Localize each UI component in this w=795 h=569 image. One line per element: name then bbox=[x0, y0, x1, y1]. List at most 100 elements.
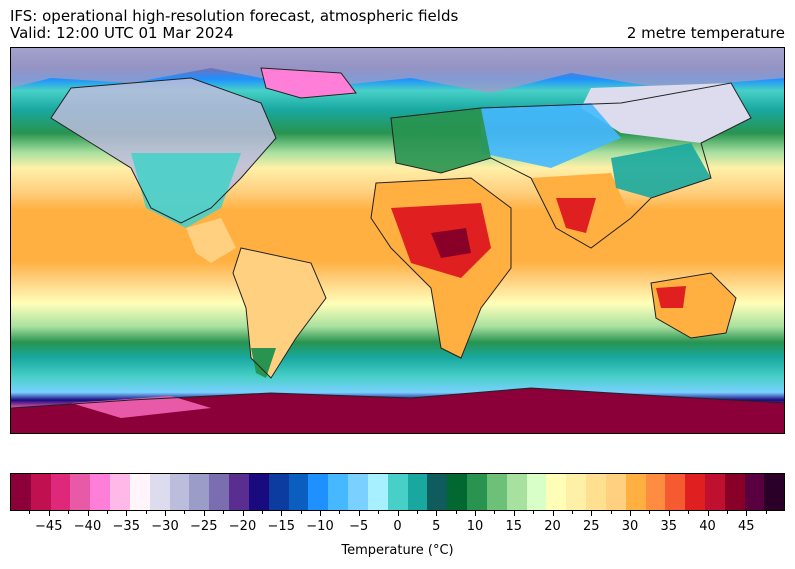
patagonia bbox=[251, 348, 276, 378]
tick-label: 45 bbox=[737, 519, 755, 534]
minor-tick bbox=[261, 511, 263, 514]
tick-label: −5 bbox=[349, 519, 369, 534]
minor-tick bbox=[649, 511, 651, 514]
minor-tick bbox=[184, 511, 186, 514]
temperature-map bbox=[10, 47, 785, 434]
minor-tick bbox=[494, 511, 496, 514]
colorbar-swatch bbox=[467, 474, 487, 510]
north-america-mid bbox=[131, 153, 241, 228]
major-tick bbox=[281, 511, 283, 516]
colorbar-ticks: −45 −40 −35 −30 −25 −20 −15 −10 −5 0 5 10 15 20 25 30 35… bbox=[10, 511, 785, 541]
major-tick bbox=[513, 511, 515, 516]
major-tick bbox=[475, 511, 476, 516]
colorbar-swatch bbox=[248, 474, 269, 510]
colorbar-swatch bbox=[169, 474, 190, 510]
colorbar-swatch bbox=[110, 474, 130, 510]
title-line-1: IFS: operational high-resolution forecas… bbox=[10, 7, 459, 25]
minor-tick bbox=[223, 511, 225, 514]
tick-label: −15 bbox=[267, 519, 295, 534]
australia-hot bbox=[656, 286, 686, 308]
parameter-title: 2 metre temperature bbox=[626, 24, 785, 42]
minor-tick bbox=[765, 511, 767, 514]
colorbar-swatch bbox=[704, 474, 725, 510]
tick-label: −10 bbox=[306, 519, 334, 534]
eurasia-cool bbox=[481, 103, 621, 168]
major-tick bbox=[358, 511, 360, 516]
tick-label: 5 bbox=[432, 519, 441, 534]
minor-tick bbox=[416, 511, 418, 514]
minor-tick bbox=[533, 511, 535, 514]
coastlines bbox=[11, 67, 784, 409]
major-tick bbox=[320, 511, 321, 516]
colorbar-swatch bbox=[308, 474, 329, 510]
east-asia-land bbox=[611, 143, 711, 198]
colorbar-swatch bbox=[189, 474, 210, 510]
title-line-2: Valid: 12:00 UTC 01 Mar 2024 bbox=[10, 24, 234, 42]
colorbar-label: Temperature (°C) bbox=[341, 543, 454, 558]
major-tick bbox=[126, 511, 128, 516]
colorbar-swatch bbox=[70, 474, 91, 510]
minor-tick bbox=[688, 511, 690, 514]
major-tick bbox=[242, 511, 244, 516]
central-america bbox=[186, 218, 236, 263]
major-tick bbox=[203, 511, 205, 516]
greenland-cold bbox=[261, 68, 356, 98]
colorbar-swatch bbox=[645, 474, 666, 510]
colorbar-swatch bbox=[328, 474, 349, 510]
antarctica bbox=[11, 388, 784, 433]
arctic-region bbox=[11, 48, 784, 93]
europe-land bbox=[391, 108, 491, 173]
colorbar-swatch bbox=[427, 474, 448, 510]
tick-label: 25 bbox=[582, 519, 600, 534]
minor-tick bbox=[455, 511, 457, 514]
tick-label: 30 bbox=[621, 519, 639, 534]
colorbar-swatch bbox=[229, 474, 249, 510]
tick-label: 40 bbox=[699, 519, 716, 534]
tick-label: −25 bbox=[190, 519, 218, 534]
tick-label: 0 bbox=[393, 519, 402, 534]
major-tick bbox=[397, 511, 399, 516]
colorbar-swatch bbox=[447, 474, 468, 510]
colorbar-swatch bbox=[129, 474, 150, 510]
major-tick bbox=[707, 511, 709, 516]
tick-label: 10 bbox=[466, 519, 484, 534]
minor-tick bbox=[106, 511, 108, 514]
major-tick bbox=[165, 511, 166, 516]
africa-very-hot bbox=[431, 228, 471, 258]
tick-label: −30 bbox=[151, 519, 179, 534]
minor-tick bbox=[571, 511, 573, 514]
tick-label: 20 bbox=[544, 519, 561, 534]
colorbar-swatch bbox=[90, 474, 111, 510]
minor-tick bbox=[339, 511, 341, 514]
major-tick bbox=[746, 511, 748, 516]
map-svg bbox=[11, 48, 784, 433]
minor-tick bbox=[726, 511, 728, 514]
tick-label: −20 bbox=[228, 519, 257, 534]
colorbar-swatch bbox=[526, 474, 547, 510]
major-tick bbox=[630, 511, 631, 516]
tick-label: −40 bbox=[73, 519, 102, 534]
colorbar-swatch bbox=[566, 474, 587, 510]
colorbar-swatch bbox=[744, 474, 765, 510]
major-tick bbox=[436, 511, 438, 516]
major-tick bbox=[668, 511, 670, 516]
major-tick bbox=[87, 511, 89, 516]
tick-label: 15 bbox=[505, 519, 523, 534]
colorbar-swatch bbox=[30, 474, 51, 510]
major-tick bbox=[552, 511, 554, 516]
minor-tick bbox=[378, 511, 380, 514]
minor-tick bbox=[300, 511, 302, 514]
minor-tick bbox=[610, 511, 612, 514]
figure-title: IFS: operational high-resolution forecas… bbox=[10, 8, 458, 42]
colorbar-swatch bbox=[546, 474, 567, 510]
major-tick bbox=[591, 511, 593, 516]
colorbar-swatch bbox=[268, 474, 289, 510]
colorbar bbox=[10, 473, 785, 511]
colorbar-swatch bbox=[11, 474, 31, 510]
colorbar-swatch bbox=[764, 474, 785, 510]
tick-label: −45 bbox=[35, 519, 63, 534]
tick-label: 35 bbox=[660, 519, 678, 534]
colorbar-swatch bbox=[665, 474, 686, 510]
colorbar-swatch bbox=[387, 474, 408, 510]
colorbar-swatch bbox=[288, 474, 309, 510]
